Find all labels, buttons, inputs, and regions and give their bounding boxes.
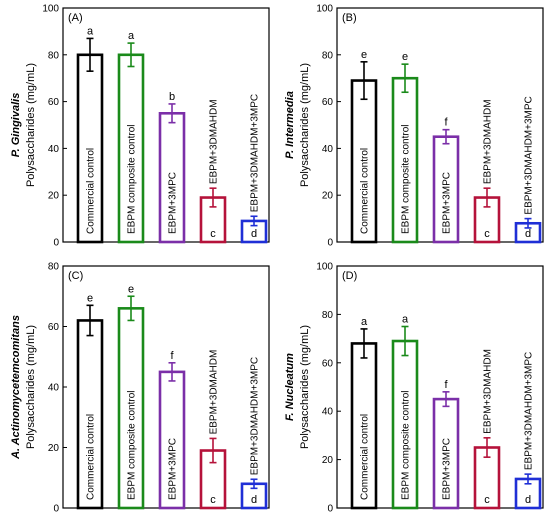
bar-3 <box>158 370 186 510</box>
panel-tag: (A) <box>68 12 83 24</box>
y-axis-label: Polysaccharides (mg/mL) <box>25 63 37 187</box>
y-tick-label: 80 <box>48 262 60 273</box>
bar-2 <box>391 339 419 510</box>
significance-letter: a <box>87 25 94 37</box>
y-tick-label: 0 <box>327 504 333 515</box>
y-tick-label: 20 <box>322 191 334 202</box>
y-tick-label: 60 <box>322 358 334 369</box>
y-axis-label: Polysaccharides (mg/mL) <box>25 325 37 449</box>
y-axis-label: Polysaccharides (mg/mL) <box>299 325 311 449</box>
y-tick-label: 20 <box>48 191 60 202</box>
significance-letter: f <box>444 117 448 129</box>
y-tick-label: 40 <box>48 383 60 394</box>
significance-letter: e <box>128 283 134 295</box>
y-tick-label: 40 <box>322 407 334 418</box>
chart-panel-1: 0 20 40 60 80 100 (A) P. Gingivalis Polysacchari… <box>10 4 270 249</box>
category-label: EBPM+3MPC <box>442 172 453 234</box>
y-tick-label: 20 <box>48 443 60 454</box>
y-tick-label: 100 <box>316 262 333 273</box>
y-tick-label: 0 <box>327 238 333 249</box>
y-axis-label: Polysaccharides (mg/mL) <box>299 63 311 187</box>
y-tick-label: 20 <box>322 455 334 466</box>
y-tick-label: 80 <box>48 50 60 61</box>
significance-letter: c <box>210 494 216 506</box>
significance-letter: d <box>251 494 257 506</box>
panel-tag: (B) <box>342 12 357 24</box>
significance-letter: a <box>128 30 135 42</box>
significance-letter: f <box>170 350 174 362</box>
y-tick-label: 100 <box>42 4 59 15</box>
y-tick-label: 40 <box>322 144 334 155</box>
chart-panel-3: 0 20 40 60 80 (C) A. Actinomycetemcomitans Poly… <box>10 262 270 515</box>
significance-letter: e <box>402 51 408 63</box>
panel-tag: (D) <box>342 270 357 282</box>
category-label: Commercial control <box>86 414 97 500</box>
category-label: EBPM+3DMAHDM+3MPC <box>524 352 535 470</box>
category-label: EBPM composite control <box>401 125 412 235</box>
significance-letter: d <box>525 494 531 506</box>
significance-letter: e <box>87 292 93 304</box>
y-axis-organism-label: P. Intermedia <box>284 91 296 159</box>
panel-tag: (C) <box>68 270 83 282</box>
y-axis-organism-label: F. Nucleatum <box>284 353 296 421</box>
category-label: EBPM+3MPC <box>168 172 179 234</box>
y-tick-label: 60 <box>322 97 334 108</box>
chart-panel-4: 0 20 40 60 80 100 (D) F. Nucleatum Polysaccharid… <box>284 262 544 515</box>
category-label: Commercial control <box>360 148 371 234</box>
bar-2 <box>117 53 145 244</box>
significance-letter: a <box>402 314 409 326</box>
category-label: EBPM+3DMAHDM <box>483 99 494 184</box>
category-label: Commercial control <box>360 414 371 500</box>
category-label: EBPM+3MPC <box>442 438 453 500</box>
bar-3 <box>158 112 186 244</box>
category-label: EBPM+3DMAHDM+3MPC <box>524 96 535 214</box>
significance-letter: d <box>525 228 531 240</box>
category-label: Commercial control <box>86 148 97 234</box>
significance-letter: b <box>169 91 175 103</box>
y-tick-label: 60 <box>48 322 60 333</box>
significance-letter: c <box>484 494 490 506</box>
y-tick-label: 80 <box>322 310 334 321</box>
category-label: EBPM composite control <box>127 391 138 501</box>
bar-1 <box>350 342 378 510</box>
category-label: EBPM+3DMAHDM+3MPC <box>250 94 261 212</box>
significance-letter: c <box>210 228 216 240</box>
category-label: EBPM+3DMAHDM <box>209 99 220 184</box>
y-tick-label: 100 <box>316 4 333 15</box>
y-tick-label: 0 <box>53 504 59 515</box>
bar-3 <box>432 135 460 244</box>
significance-letter: d <box>251 228 257 240</box>
chart-panel-2: 0 20 40 60 80 100 (B) P. Intermedia Polysacchari… <box>284 4 544 249</box>
y-tick-label: 80 <box>322 50 334 61</box>
y-axis-organism-label: P. Gingivalis <box>10 93 22 158</box>
y-tick-label: 0 <box>53 238 59 249</box>
significance-letter: c <box>484 228 490 240</box>
y-tick-label: 40 <box>48 144 60 155</box>
significance-letter: e <box>361 49 367 61</box>
category-label: EBPM composite control <box>127 125 138 235</box>
y-axis-organism-label: A. Actinomycetemcomitans <box>10 315 22 460</box>
category-label: EBPM composite control <box>401 391 412 501</box>
significance-letter: f <box>444 379 448 391</box>
category-label: EBPM+3DMAHDM+3MPC <box>250 357 261 475</box>
bar-3 <box>432 397 460 510</box>
category-label: EBPM+3MPC <box>168 438 179 500</box>
y-tick-label: 60 <box>48 97 60 108</box>
significance-letter: a <box>361 316 368 328</box>
category-label: EBPM+3DMAHDM <box>209 350 220 435</box>
category-label: EBPM+3DMAHDM <box>483 349 494 434</box>
